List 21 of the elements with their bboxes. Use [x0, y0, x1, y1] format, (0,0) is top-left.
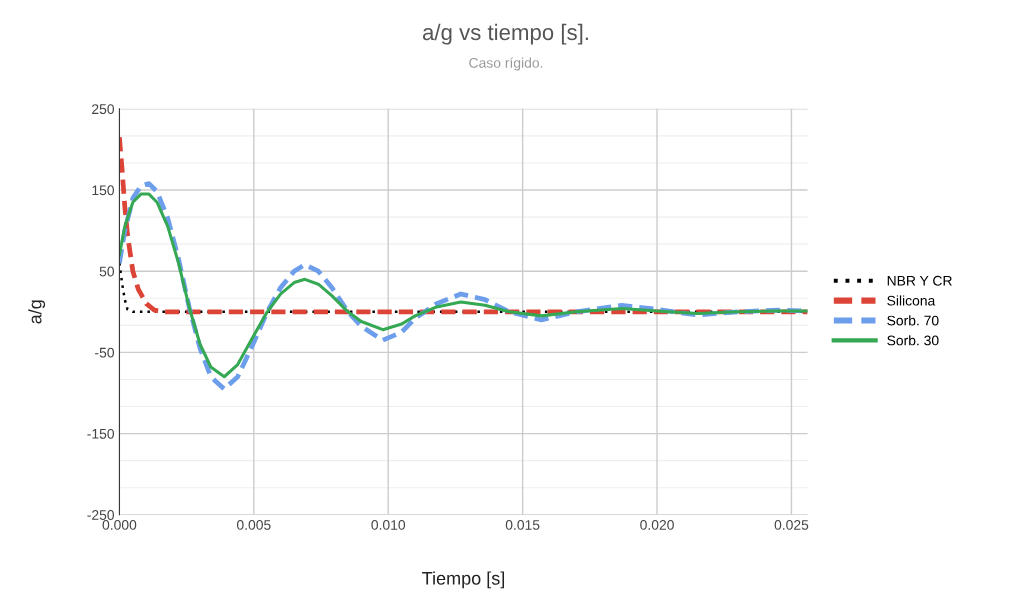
x-tick-label: 0.020: [640, 519, 674, 530]
line-series: [119, 134, 808, 315]
x-tick-label: 0.005: [236, 519, 271, 530]
y-tick-label: 250: [92, 104, 115, 115]
y-tick-label: -150: [87, 428, 115, 439]
legend-label: Sorb. 30: [887, 335, 939, 346]
y-tick-label: 150: [92, 185, 115, 196]
y-axis-title: a/g: [28, 300, 46, 324]
x-tick-label: 0.010: [371, 519, 406, 530]
chart-subtitle: Caso rígido.: [469, 57, 543, 71]
y-tick-label: -250: [87, 510, 115, 520]
y-tick-label: -50: [95, 347, 115, 358]
chart-title: a/g vs tiempo [s].: [422, 23, 588, 45]
x-tick-label: 0.015: [505, 519, 540, 530]
x-tick-label: 0.000: [102, 519, 137, 530]
legend-label: Silicona: [887, 295, 936, 306]
x-axis-title: Tiempo [s]: [422, 571, 505, 589]
legend-label: NBR Y CR: [887, 275, 952, 286]
y-tick-label: 50: [99, 266, 115, 277]
x-tick-label: 0.025: [774, 519, 809, 530]
legend-label: Sorb. 70: [887, 315, 939, 326]
